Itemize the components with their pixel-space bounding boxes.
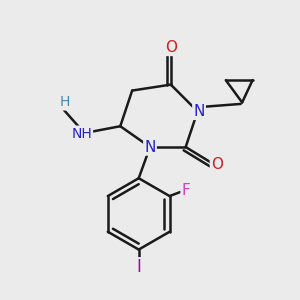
Text: N: N — [144, 140, 156, 154]
Text: O: O — [211, 158, 223, 172]
Text: H: H — [60, 95, 70, 110]
Text: O: O — [165, 40, 177, 55]
Text: N: N — [194, 104, 205, 119]
Text: I: I — [136, 258, 141, 276]
Text: F: F — [182, 183, 190, 198]
Text: NH: NH — [71, 127, 92, 141]
